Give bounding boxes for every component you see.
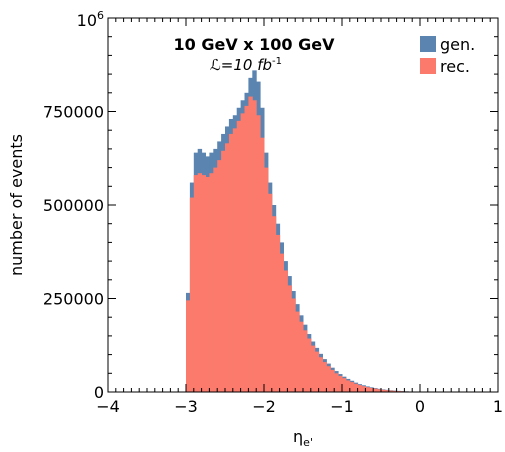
bar-rec: [194, 175, 198, 392]
legend-rec-label: rec.: [440, 57, 470, 76]
bar-rec: [221, 151, 225, 392]
y-tick-label: 0: [94, 383, 104, 402]
bar-rec: [264, 168, 268, 392]
bar-rec: [276, 235, 280, 392]
bar-rec: [190, 198, 194, 392]
bar-rec: [280, 254, 284, 392]
bar-rec: [256, 115, 260, 392]
bar-rec: [284, 270, 288, 392]
bar-rec: [217, 160, 221, 392]
bar-rec: [206, 177, 210, 392]
bar-rec: [323, 362, 327, 392]
bar-rec: [365, 387, 369, 392]
bar-rec: [245, 106, 249, 392]
y-axis-label: number of events: [7, 134, 26, 276]
bar-rec: [311, 346, 315, 392]
bar-rec: [260, 138, 264, 392]
bar-rec: [319, 357, 323, 392]
bar-rec: [299, 322, 303, 392]
bar-rec: [295, 312, 299, 392]
y-axis-top-label: 106: [77, 9, 104, 30]
luminosity-label: ℒ=10 fb-1: [210, 56, 282, 74]
x-tick-label: −2: [252, 397, 276, 416]
bar-rec: [248, 97, 252, 392]
bar-rec: [326, 366, 330, 392]
y-tick-label: 500000: [43, 196, 104, 215]
bar-rec: [342, 378, 346, 392]
bar-rec: [233, 128, 237, 392]
x-tick-label: −3: [174, 397, 198, 416]
bar-rec: [315, 352, 319, 392]
legend-gen-label: gen.: [440, 35, 475, 54]
bar-rec: [303, 330, 307, 392]
bar-rec: [213, 168, 217, 392]
x-axis-label: ηe': [293, 427, 313, 448]
y-tick-label: 250000: [43, 290, 104, 309]
bar-rec: [291, 299, 295, 393]
chart-title: 10 GeV x 100 GeV: [174, 35, 336, 54]
bar-rec: [307, 339, 311, 392]
x-tick-label: −1: [330, 397, 354, 416]
bar-rec: [202, 175, 206, 392]
x-tick-label: 0: [415, 397, 425, 416]
bar-rec: [198, 173, 202, 392]
bar-rec: [334, 373, 338, 392]
bar-rec: [209, 173, 213, 392]
bar-rec: [252, 100, 256, 392]
bar-rec: [241, 113, 245, 392]
bar-rec: [358, 385, 362, 392]
bar-rec: [225, 143, 229, 392]
bar-rec: [237, 121, 241, 392]
bar-rec: [373, 389, 377, 392]
bar-rec: [186, 300, 190, 392]
legend-gen-swatch: [420, 36, 436, 52]
bar-rec: [287, 285, 291, 392]
legend-rec-swatch: [420, 58, 436, 74]
bar-rec: [268, 194, 272, 392]
bar-rec: [350, 382, 354, 392]
x-tick-label: 1: [493, 397, 503, 416]
y-tick-label: 750000: [43, 103, 104, 122]
legend: gen. rec.: [420, 35, 475, 76]
bar-rec: [229, 134, 233, 392]
bar-rec: [272, 216, 276, 392]
